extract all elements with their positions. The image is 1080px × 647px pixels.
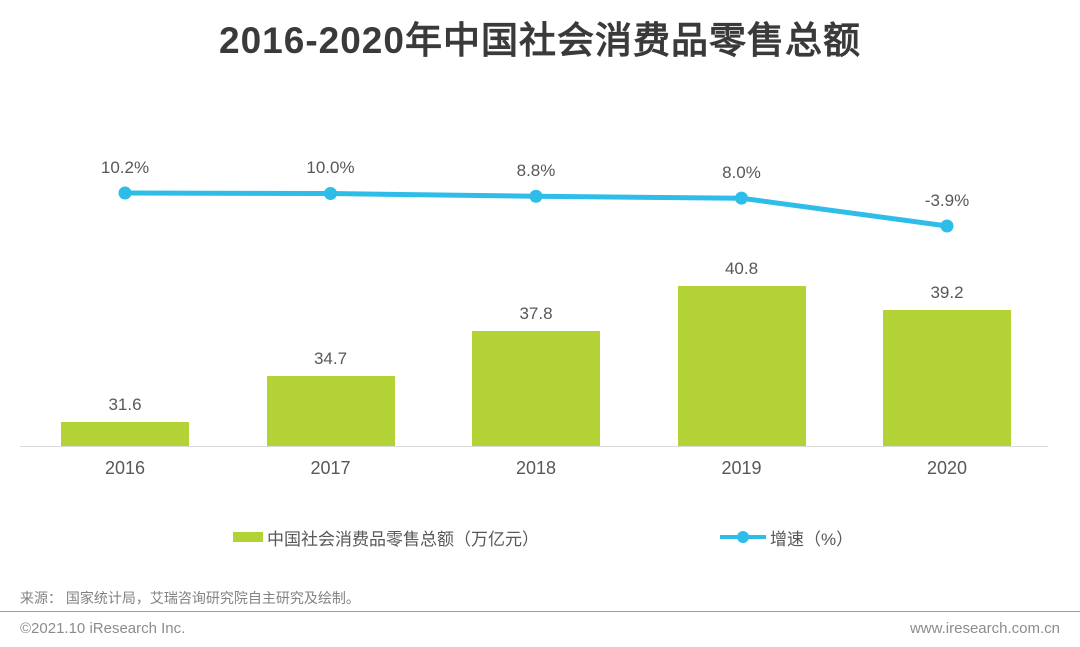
legend-item-growth-rate: 增速（%）	[720, 524, 853, 550]
copyright-text: ©2021.10 iResearch Inc.	[20, 620, 186, 637]
source-note: 来源： 国家统计局，艾瑞咨询研究院自主研究及绘制。	[20, 590, 360, 606]
growth-value-label-2019: 8.0%	[722, 163, 761, 183]
growth-value-label-2017: 10.0%	[306, 158, 355, 178]
bar-value-label-2017: 34.7	[313, 349, 348, 369]
growth-point-2020	[940, 219, 954, 233]
growth-value-label-2018: 8.8%	[516, 161, 556, 181]
x-axis-label-2016: 2016	[104, 458, 146, 478]
chart-legend: 中国社会消费品零售总额（万亿元） 增速（%）	[0, 524, 1080, 550]
bar-value-label-2016: 31.6	[108, 395, 142, 415]
bar-value-label-2020: 39.2	[930, 282, 964, 302]
bar-value-label-2018: 37.8	[519, 303, 553, 323]
website-url: www.iresearch.com.cn	[909, 620, 1060, 637]
growth-point-2018	[529, 189, 543, 203]
growth-value-label-2020: -3.9%	[924, 191, 970, 210]
growth-point-2017	[324, 186, 337, 200]
bar-2016	[61, 422, 189, 446]
bar-2017	[266, 376, 395, 446]
bar-2018	[472, 330, 600, 446]
footer-divider	[0, 611, 1080, 612]
legend-bar-swatch-icon	[233, 532, 263, 542]
x-axis-label-2020: 2020	[926, 458, 968, 478]
x-axis-line	[20, 446, 1048, 447]
page-title: 2016-2020年中国社会消费品零售总额	[219, 20, 861, 61]
bar-value-label-2019: 40.8	[724, 259, 759, 279]
legend-item-retail-total: 中国社会消费品零售总额（万亿元）	[233, 524, 539, 550]
bar-2019	[677, 286, 806, 446]
legend-line-label: 增速（%）	[770, 529, 854, 549]
growth-point-2019	[735, 191, 748, 205]
growth-point-2016	[118, 186, 132, 200]
legend-line-marker-icon	[720, 531, 766, 543]
x-axis-label-2018: 2018	[515, 458, 557, 478]
legend-bar-label: 中国社会消费品零售总额（万亿元）	[267, 529, 539, 549]
x-axis-label-2019: 2019	[721, 458, 762, 478]
growth-value-label-2016: 10.2%	[100, 158, 150, 177]
growth-line	[122, 190, 950, 229]
bar-2020	[883, 309, 1011, 446]
x-axis-label-2017: 2017	[310, 458, 351, 478]
